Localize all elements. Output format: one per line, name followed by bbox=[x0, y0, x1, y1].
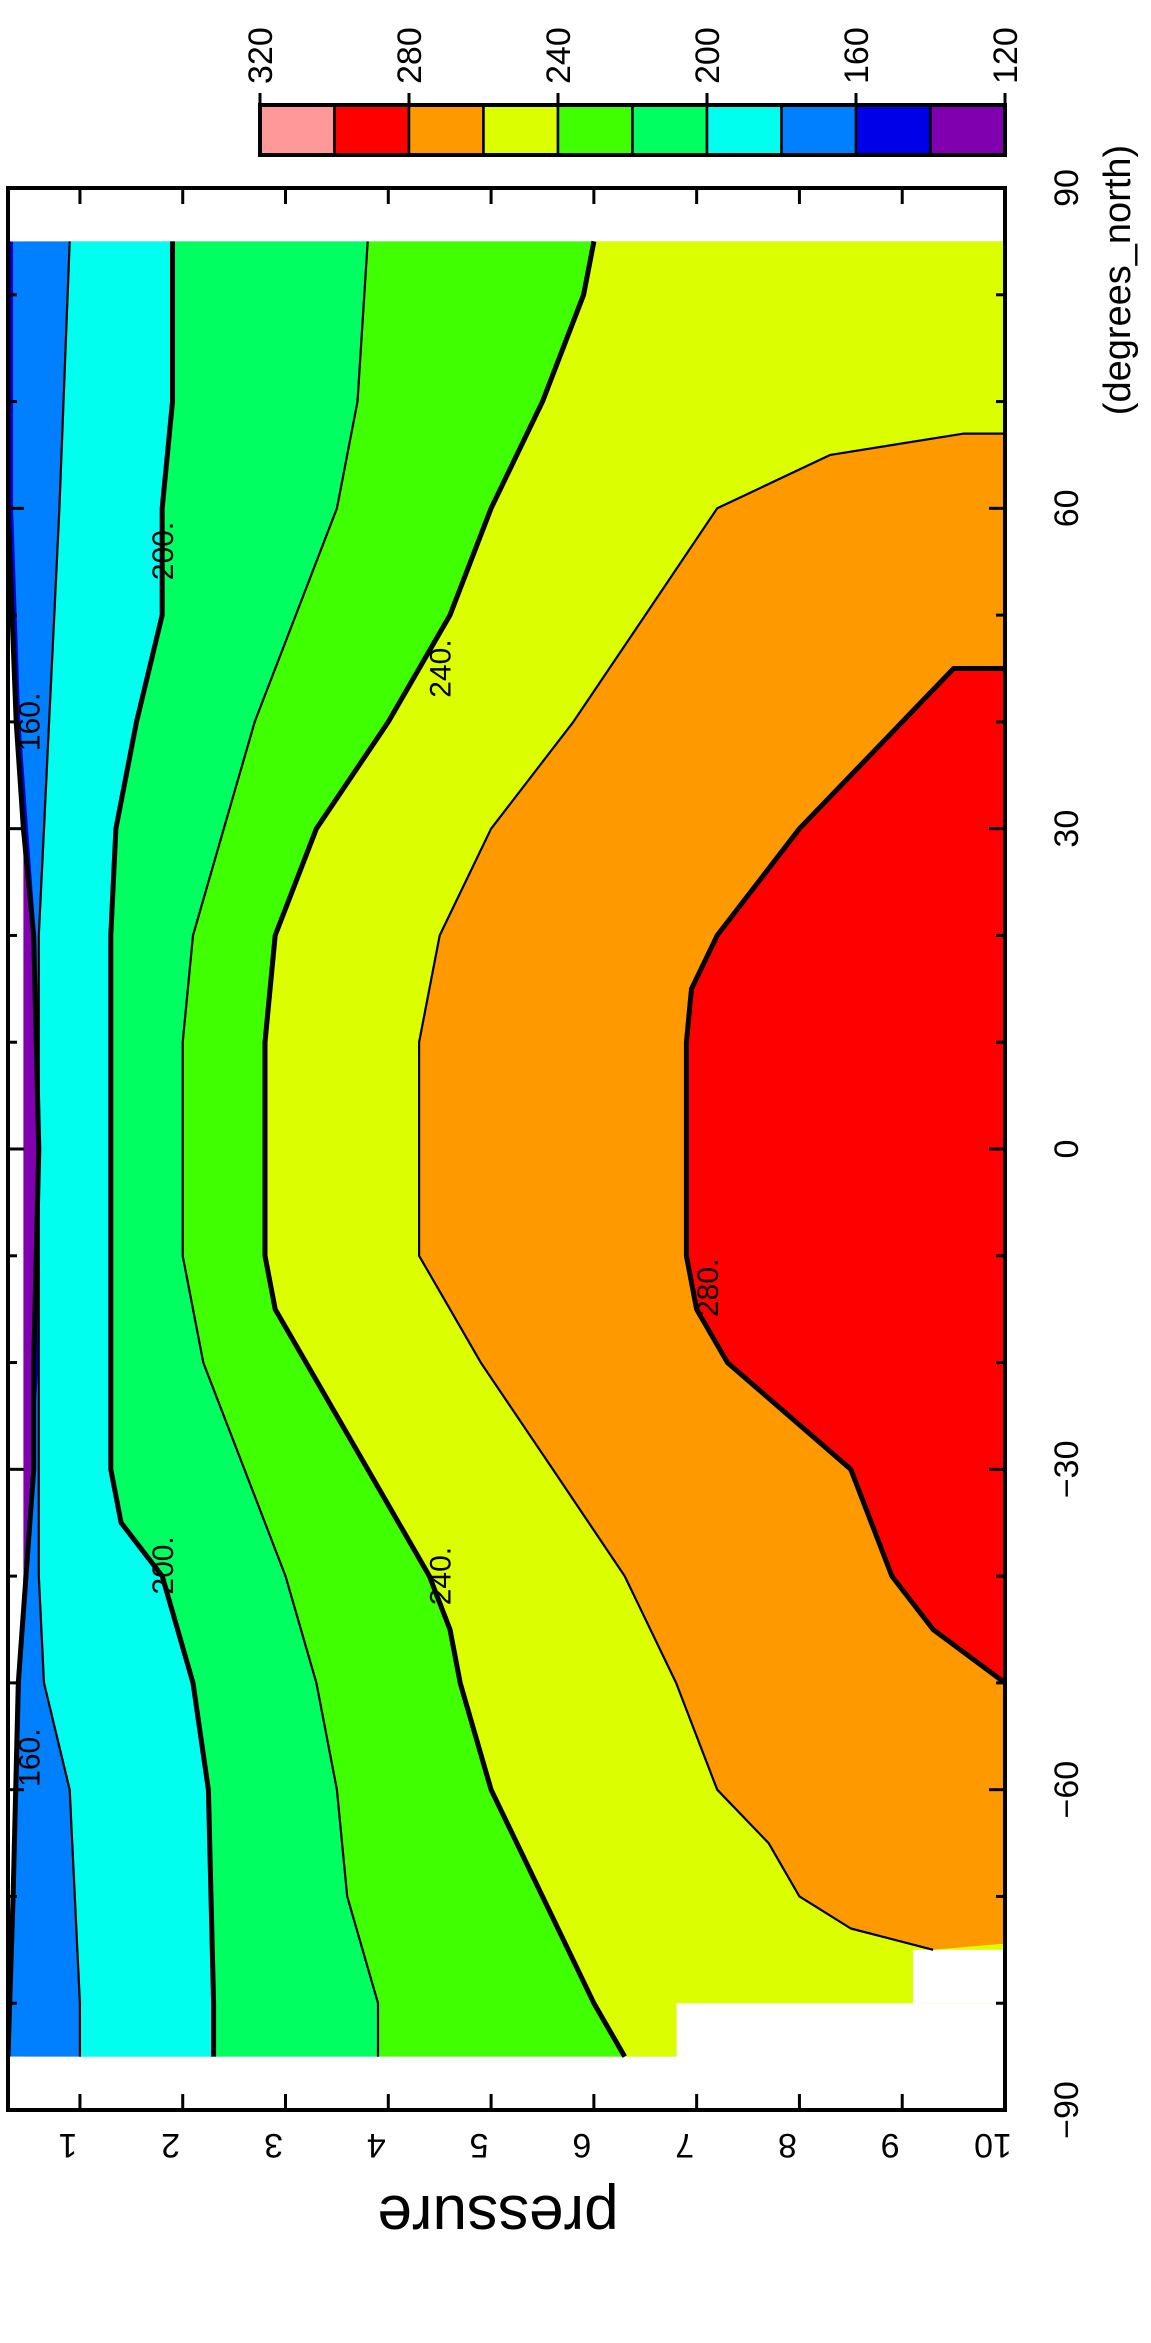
contour-label-0: 160. bbox=[14, 1728, 47, 1786]
contour-line-3 bbox=[181, 241, 380, 2057]
contour-label-1: 160. bbox=[14, 693, 47, 751]
missing-data-regions bbox=[8, 188, 1005, 2110]
contour-label-5: 240. bbox=[425, 639, 458, 697]
colorbar-cell-4 bbox=[556, 103, 634, 157]
x-tick-label-9: 10 bbox=[974, 2126, 1012, 2164]
contour-label-4: 240. bbox=[425, 1547, 458, 1605]
colorbar-cell-3 bbox=[482, 103, 560, 157]
x-tick-label-0: 1 bbox=[58, 2126, 77, 2164]
x-tick-label-4: 5 bbox=[470, 2126, 489, 2164]
contour-label-3: 200. bbox=[147, 522, 180, 580]
colorbar-tick-label-4: 160 bbox=[838, 27, 876, 84]
y-tick-label-0: −90 bbox=[1048, 2081, 1086, 2139]
contour-line-5 bbox=[418, 432, 1005, 1951]
colorbar-tick-label-3: 200 bbox=[689, 27, 727, 84]
x-tick-label-1: 2 bbox=[161, 2126, 180, 2164]
missing-region-2 bbox=[676, 2003, 1005, 2110]
y-tick-label-2: −30 bbox=[1048, 1440, 1086, 1498]
missing-region-3 bbox=[913, 1949, 1005, 2004]
colorbar bbox=[258, 103, 1007, 157]
contour-labels: 160. 160. 200. 200. 240. 240. 280. bbox=[14, 522, 725, 1787]
y-tick-label-1: −60 bbox=[1048, 1761, 1086, 1819]
x-axis-title: pressure bbox=[377, 2182, 618, 2251]
colorbar-ticks: 320 280 240 200 160 120 bbox=[242, 27, 1025, 105]
x-tick-label-5: 6 bbox=[572, 2126, 591, 2164]
contour-line-4 bbox=[262, 240, 627, 2058]
filled-contour-bands bbox=[8, 188, 1005, 2110]
y-tick-label-3: 0 bbox=[1048, 1140, 1086, 1159]
contour-label-2: 200. bbox=[147, 1536, 180, 1594]
x-tick-label-7: 8 bbox=[778, 2126, 797, 2164]
contour-lines bbox=[8, 240, 1005, 2058]
y-axis-unit: (degrees_north) bbox=[1097, 145, 1139, 415]
colorbar-tick-label-0: 320 bbox=[242, 27, 280, 84]
colorbar-cell-5 bbox=[631, 103, 709, 157]
contour-line-2 bbox=[108, 241, 217, 2057]
pressure-ticks: 1 2 3 4 5 6 7 8 9 10 bbox=[58, 188, 1012, 2164]
contour-line-1 bbox=[37, 241, 82, 2057]
y-tick-label-4: 30 bbox=[1048, 810, 1086, 848]
contour-line-6 bbox=[683, 666, 1005, 1685]
y-tick-label-6: 90 bbox=[1048, 169, 1086, 207]
x-tick-label-2: 3 bbox=[264, 2126, 283, 2164]
contour-band-8 bbox=[686, 668, 1005, 1683]
missing-region-1 bbox=[8, 188, 1005, 242]
colorbar-cell-9 bbox=[929, 103, 1007, 157]
colorbar-frame bbox=[258, 103, 1007, 157]
y-tick-label-5: 60 bbox=[1048, 489, 1086, 527]
x-tick-label-3: 4 bbox=[367, 2126, 386, 2164]
contour-label-6: 280. bbox=[692, 1259, 725, 1317]
colorbar-cell-7 bbox=[780, 103, 858, 157]
x-tick-label-6: 7 bbox=[675, 2126, 694, 2164]
colorbar-cell-8 bbox=[854, 103, 932, 157]
colorbar-cell-2 bbox=[407, 103, 485, 157]
colorbar-cell-0 bbox=[258, 103, 336, 157]
colorbar-tick-label-1: 280 bbox=[391, 27, 429, 84]
colorbar-cell-1 bbox=[333, 103, 411, 157]
colorbar-cell-6 bbox=[705, 103, 783, 157]
colorbar-tick-label-2: 240 bbox=[540, 27, 578, 84]
latitude-ticks: −90 −60 −30 0 30 60 90 bbox=[8, 169, 1086, 2139]
colorbar-tick-label-5: 120 bbox=[987, 27, 1025, 84]
x-tick-label-8: 9 bbox=[881, 2126, 900, 2164]
